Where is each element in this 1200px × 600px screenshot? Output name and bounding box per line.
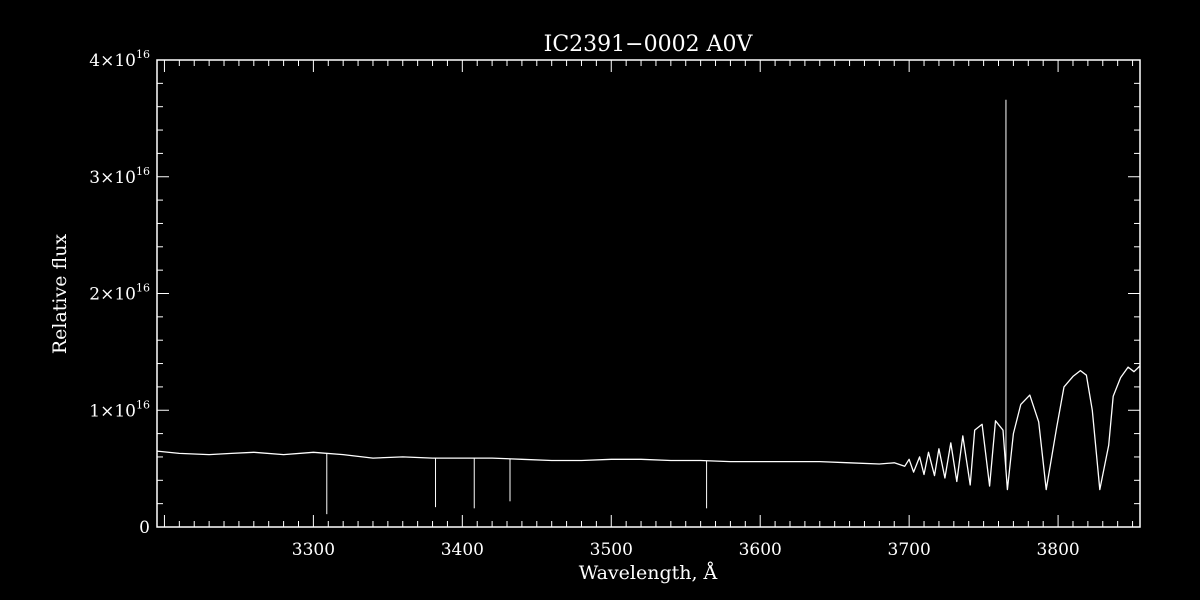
x-tick-label: 3700 (888, 540, 931, 560)
x-tick-label: 3800 (1036, 540, 1079, 560)
plot-area: 3300 3400 3500 3600 3700 3800 0 1×1016 2×1016 3×1… (89, 48, 1141, 560)
chart-title: IC2391−0002 A0V (544, 32, 754, 57)
y-tick-label: 0 (139, 518, 150, 538)
x-axis-label: Wavelength, Å (579, 562, 718, 584)
x-tick-label: 3500 (590, 540, 633, 560)
spectrum-line (156, 365, 1141, 491)
x-tick-label: 3600 (739, 540, 782, 560)
y-axis-label: Relative flux (49, 234, 71, 355)
x-tick-label: 3300 (292, 540, 335, 560)
x-tick-label: 3400 (441, 540, 484, 560)
y-tick-label: 2×1016 (89, 282, 150, 305)
y-tick-label: 4×1016 (89, 48, 150, 71)
y-tick-label: 3×1016 (89, 165, 150, 188)
y-tick-label: 1×1016 (89, 398, 150, 421)
